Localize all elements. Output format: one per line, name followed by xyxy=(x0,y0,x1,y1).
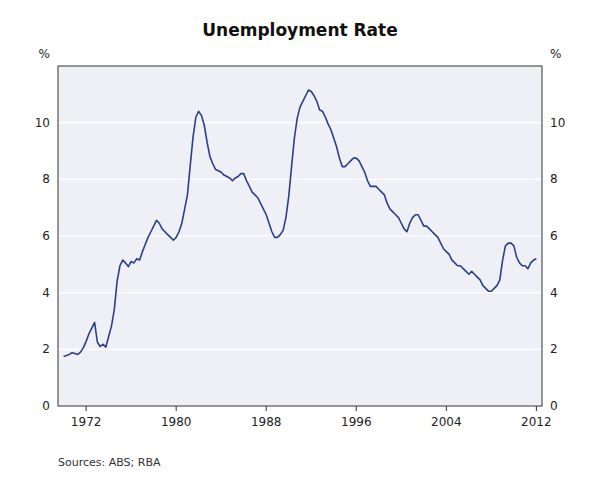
y-tick-label: 0 xyxy=(42,399,50,413)
source-note: Sources: ABS; RBA xyxy=(58,456,161,469)
x-tick-label: 1996 xyxy=(341,415,372,429)
grid-line xyxy=(58,179,542,180)
title: Unemployment Rate xyxy=(202,20,398,40)
grid-line xyxy=(58,292,542,293)
line xyxy=(64,90,537,356)
y-tick-label: 10 xyxy=(35,116,50,130)
x-tick-label: 1988 xyxy=(251,415,282,429)
x-tick-label: 2004 xyxy=(431,415,462,429)
y-axis-label: % xyxy=(39,47,50,61)
x-tick-label: 1972 xyxy=(71,415,102,429)
y-tick-label: 6 xyxy=(42,229,50,243)
y2-tick-label: 6 xyxy=(550,229,558,243)
x-tick xyxy=(446,406,447,411)
plot-frame xyxy=(58,66,542,406)
x-axis: 1972 1980 1988 1996 2004 2012 xyxy=(71,406,552,429)
y2-axis-label: % xyxy=(550,47,561,61)
x-tick xyxy=(356,406,357,411)
x-tick xyxy=(176,406,177,411)
plot-background xyxy=(58,66,542,406)
chart-container: 1972 1980 1988 1996 2004 2012 0 2 4 6 8 10 0 2 4 6 8 10%%… xyxy=(0,0,600,480)
x-tick xyxy=(266,406,267,411)
x-tick xyxy=(536,406,537,411)
y-tick-label: 2 xyxy=(42,342,50,356)
grid-line xyxy=(58,349,542,350)
y2-tick-label: 8 xyxy=(550,172,558,186)
grid-line xyxy=(58,122,542,123)
y-axis: 0 2 4 6 8 10 xyxy=(35,116,50,413)
series xyxy=(64,90,537,356)
x-tick-label: 2012 xyxy=(521,415,552,429)
y2-tick-label: 4 xyxy=(550,286,558,300)
y-tick-label: 4 xyxy=(42,286,50,300)
grid-line xyxy=(58,235,542,236)
y-tick-label: 8 xyxy=(42,172,50,186)
x-tick-label: 1980 xyxy=(161,415,192,429)
y2-tick-label: 2 xyxy=(550,342,558,356)
x-tick xyxy=(86,406,87,411)
y2-tick-label: 0 xyxy=(550,399,558,413)
y2-tick-label: 10 xyxy=(550,116,565,130)
chart: 1972 1980 1988 1996 2004 2012 0 2 4 6 8 10 0 2 4 6 8 10%%… xyxy=(0,0,600,480)
grid xyxy=(58,123,542,406)
y2-axis: 0 2 4 6 8 10 xyxy=(550,116,565,413)
